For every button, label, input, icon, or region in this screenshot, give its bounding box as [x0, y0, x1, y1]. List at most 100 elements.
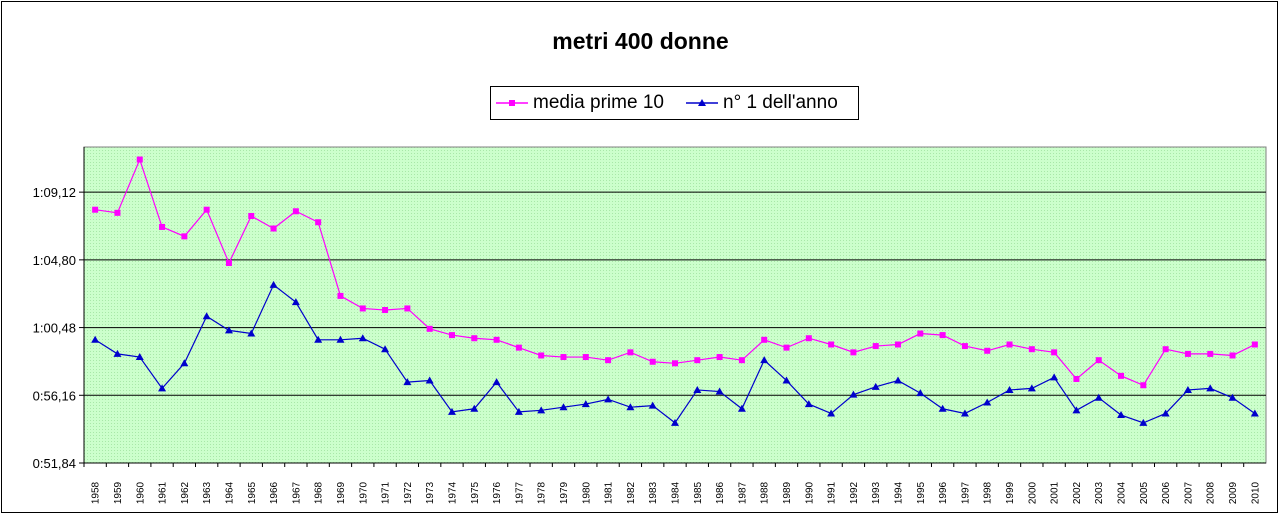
- x-tick-label: 1988: [760, 481, 771, 504]
- legend-label-media: media prime 10: [533, 92, 664, 113]
- data-point-media: [1229, 352, 1236, 359]
- x-tick-label: 1964: [224, 481, 235, 504]
- x-tick-label: 2007: [1183, 481, 1194, 504]
- y-tick-label: 0:56,16: [33, 388, 76, 403]
- x-tick-label: 1970: [358, 481, 369, 504]
- x-tick-label: 1966: [269, 481, 280, 504]
- data-point-numero-uno: [91, 335, 100, 343]
- data-point-media: [248, 212, 255, 219]
- x-tick-label: 1975: [470, 481, 481, 504]
- plot-area: [83, 146, 1267, 464]
- x-tick-label: 1965: [247, 481, 258, 504]
- data-point-media: [1073, 375, 1080, 382]
- data-point-numero-uno: [470, 404, 479, 412]
- data-point-media: [404, 305, 411, 312]
- data-point-numero-uno: [180, 359, 189, 367]
- data-point-media: [1162, 346, 1169, 353]
- data-point-media: [471, 335, 478, 342]
- data-point-media: [961, 343, 968, 350]
- data-point-media: [382, 307, 389, 314]
- data-point-media: [783, 344, 790, 351]
- data-point-numero-uno: [381, 345, 390, 353]
- x-tick-label: 1995: [916, 481, 927, 504]
- data-point-media: [805, 335, 812, 342]
- x-tick-label: 1969: [336, 481, 347, 504]
- x-tick-label: 1991: [827, 481, 838, 504]
- data-point-numero-uno: [1250, 409, 1259, 417]
- x-tick-label: 2003: [1094, 481, 1105, 504]
- data-point-numero-uno: [804, 400, 813, 408]
- data-point-numero-uno: [1228, 393, 1237, 401]
- data-point-media: [850, 349, 857, 356]
- data-point-numero-uno: [224, 326, 233, 334]
- data-point-numero-uno: [113, 349, 122, 357]
- data-point-media: [872, 343, 879, 350]
- data-point-media: [761, 336, 768, 343]
- x-tick-label: 2002: [1072, 481, 1083, 504]
- x-tick-label: 1980: [581, 481, 592, 504]
- data-point-media: [426, 325, 433, 332]
- x-tick-label: 1984: [671, 481, 682, 504]
- data-point-numero-uno: [1072, 406, 1081, 414]
- x-tick-label: 2008: [1206, 481, 1217, 504]
- legend-label-numero-uno: n° 1 dell'anno: [723, 92, 838, 113]
- data-point-media: [560, 354, 567, 361]
- data-point-media: [114, 209, 121, 216]
- data-point-numero-uno: [604, 395, 613, 403]
- data-point-numero-uno: [894, 376, 903, 384]
- data-point-numero-uno: [960, 409, 969, 417]
- data-point-numero-uno: [648, 401, 657, 409]
- data-point-media: [136, 156, 143, 163]
- data-point-numero-uno: [693, 385, 702, 393]
- data-point-numero-uno: [782, 376, 791, 384]
- data-point-numero-uno: [827, 409, 836, 417]
- x-tick-label: 1985: [693, 481, 704, 504]
- data-point-media: [627, 349, 634, 356]
- data-point-numero-uno: [737, 404, 746, 412]
- x-tick-label: 2001: [1050, 481, 1061, 504]
- data-point-media: [738, 357, 745, 364]
- data-point-numero-uno: [938, 404, 947, 412]
- y-tick-label: 0:51,84: [33, 456, 76, 471]
- x-tick-label: 1971: [381, 481, 392, 504]
- x-tick-label: 1982: [626, 481, 637, 504]
- data-point-media: [672, 360, 678, 367]
- data-point-media: [203, 206, 210, 213]
- data-point-media: [292, 208, 299, 215]
- data-point-numero-uno: [358, 334, 367, 342]
- x-tick-label: 1967: [291, 481, 302, 504]
- x-tick-label: 1963: [202, 481, 213, 504]
- data-point-media: [359, 305, 366, 312]
- data-point-numero-uno: [447, 407, 456, 415]
- x-tick-label: 2000: [1027, 481, 1038, 504]
- data-point-media: [605, 357, 612, 364]
- data-point-media: [159, 223, 166, 230]
- data-point-numero-uno: [1161, 409, 1170, 417]
- data-point-media: [225, 259, 232, 266]
- y-tick-label: 1:00,48: [33, 321, 76, 336]
- x-tick-label: 2009: [1228, 481, 1239, 504]
- x-tick-label: 1996: [938, 481, 949, 504]
- x-tick-label: 1974: [447, 481, 458, 504]
- data-point-numero-uno: [269, 280, 278, 288]
- data-point-media: [538, 352, 545, 359]
- data-point-media: [1140, 382, 1147, 389]
- data-point-media: [1095, 357, 1102, 364]
- x-tick-label: 1997: [960, 481, 971, 504]
- data-point-numero-uno: [1094, 393, 1103, 401]
- x-tick-label: 1961: [158, 481, 169, 504]
- data-point-media: [1028, 346, 1035, 353]
- data-point-numero-uno: [202, 312, 211, 320]
- y-tick-label: 1:09,12: [33, 185, 76, 200]
- data-point-numero-uno: [760, 356, 769, 364]
- data-point-numero-uno: [1117, 411, 1126, 419]
- x-tick-label: 1981: [604, 481, 615, 504]
- x-tick-label: 1986: [715, 481, 726, 504]
- x-tick-label: 1989: [782, 481, 793, 504]
- data-point-numero-uno: [1005, 385, 1014, 393]
- data-point-numero-uno: [916, 389, 925, 397]
- x-tick-label: 1977: [514, 481, 525, 504]
- data-point-numero-uno: [871, 382, 880, 390]
- data-point-numero-uno: [425, 376, 434, 384]
- x-tick-label: 2005: [1139, 481, 1150, 504]
